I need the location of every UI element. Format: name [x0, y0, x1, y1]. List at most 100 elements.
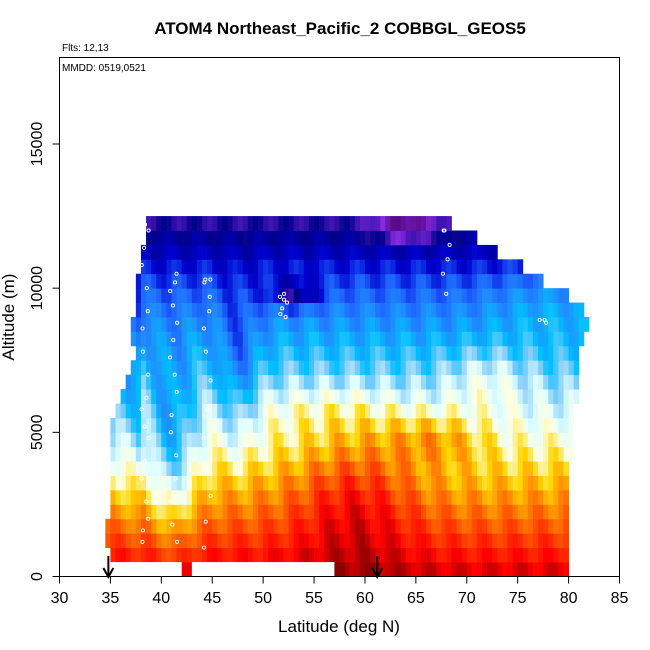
heatmap-cell	[375, 389, 381, 404]
heatmap-cell	[431, 403, 437, 419]
profile-point	[146, 372, 151, 377]
heatmap-cell	[548, 461, 554, 476]
heatmap-cell	[400, 389, 407, 404]
heatmap-cell	[202, 302, 208, 318]
heatmap-cell	[161, 331, 167, 347]
heatmap-cell	[380, 562, 386, 577]
profile-point	[139, 407, 144, 412]
heatmap-cell	[441, 446, 447, 462]
heatmap-cell	[263, 259, 269, 275]
heatmap-cell	[196, 273, 203, 289]
heatmap-cell	[415, 259, 422, 275]
heatmap-cell	[415, 302, 422, 318]
heatmap-cell	[370, 230, 376, 246]
heatmap-cell	[298, 504, 305, 520]
heatmap-cell	[217, 244, 223, 260]
heatmap-cell	[538, 417, 544, 433]
heatmap-cell	[181, 317, 188, 332]
heatmap-cell	[395, 389, 401, 404]
heatmap-cell	[370, 518, 376, 534]
x-axis: 30 35 40 45 50 55 60 65 70 75 80 85	[51, 576, 629, 607]
heatmap-cell	[196, 331, 203, 347]
heatmap-cell	[563, 331, 569, 347]
heatmap-cell	[563, 533, 569, 549]
heatmap-cell	[191, 360, 198, 376]
heatmap-cell	[222, 533, 228, 549]
heatmap-cell	[329, 461, 335, 476]
heatmap-cell	[558, 288, 564, 303]
heatmap-cell	[553, 490, 559, 505]
heatmap-cell	[319, 417, 325, 433]
heatmap-cell	[273, 475, 279, 491]
heatmap-cell	[222, 504, 228, 520]
heatmap-cell	[578, 317, 585, 332]
heatmap-cell	[492, 446, 498, 462]
heatmap-cell	[303, 446, 310, 462]
heatmap-cell	[451, 374, 457, 390]
profile-point	[542, 317, 547, 322]
heatmap-cell	[303, 259, 310, 275]
heatmap-cell	[364, 403, 371, 419]
heatmap-cell	[283, 259, 289, 275]
heatmap-cell	[446, 374, 452, 390]
x-tick-label: 60	[356, 590, 374, 607]
heatmap-cell	[400, 374, 407, 390]
heatmap-cell	[436, 244, 442, 260]
heatmap-cell	[568, 302, 575, 318]
profile-point	[139, 263, 144, 268]
heatmap-cell	[563, 504, 569, 520]
heatmap-cell	[558, 389, 564, 404]
heatmap-cell	[456, 302, 463, 318]
heatmap-cell	[334, 345, 340, 361]
heatmap-cell	[487, 475, 493, 491]
heatmap-cell	[293, 374, 300, 390]
heatmap-cell	[247, 317, 254, 332]
heatmap-cell	[334, 230, 340, 246]
heatmap-cell	[359, 273, 366, 289]
heatmap-cell	[431, 345, 437, 361]
heatmap-cell	[482, 533, 488, 549]
heatmap-cell	[319, 374, 325, 390]
heatmap-cell	[202, 547, 208, 563]
heatmap-cell	[329, 230, 335, 246]
heatmap-cell	[364, 216, 371, 231]
heatmap-cell	[298, 331, 305, 347]
heatmap-cell	[375, 490, 381, 505]
heatmap-cell	[181, 475, 188, 491]
heatmap-cell	[212, 417, 218, 433]
heatmap-cell	[171, 504, 177, 520]
heatmap-cell	[471, 562, 478, 577]
heatmap-cell	[395, 417, 401, 433]
heatmap-cell	[553, 562, 559, 577]
heatmap-cell	[273, 345, 279, 361]
heatmap-cell	[380, 475, 386, 491]
heatmap-cell	[543, 331, 549, 347]
profile-point	[168, 288, 173, 294]
heatmap-cell	[415, 230, 422, 246]
heatmap-cell	[196, 230, 203, 246]
heatmap-cell	[532, 475, 539, 491]
heatmap-cell	[186, 417, 193, 433]
heatmap-cell	[217, 547, 223, 563]
heatmap-cell	[461, 389, 468, 404]
heatmap-cell	[405, 490, 412, 505]
heatmap-cell	[527, 547, 534, 563]
heatmap-cell	[125, 389, 132, 404]
heatmap-cell	[191, 475, 198, 491]
heatmap-cell	[497, 345, 503, 361]
heatmap-cell	[252, 490, 259, 505]
heatmap-cell	[202, 403, 208, 419]
heatmap-cell	[456, 259, 463, 275]
heatmap-cell	[492, 533, 498, 549]
heatmap-cell	[426, 432, 432, 448]
heatmap-cell	[151, 490, 157, 505]
heatmap-cell	[415, 446, 422, 462]
heatmap-cell	[140, 374, 147, 390]
heatmap-cell	[212, 446, 218, 462]
heatmap-cell	[314, 273, 320, 289]
heatmap-cell	[420, 417, 427, 433]
heatmap-cell	[563, 345, 569, 361]
heatmap-cell	[334, 360, 340, 376]
heatmap-cell	[400, 533, 407, 549]
heatmap-cell	[466, 389, 473, 404]
